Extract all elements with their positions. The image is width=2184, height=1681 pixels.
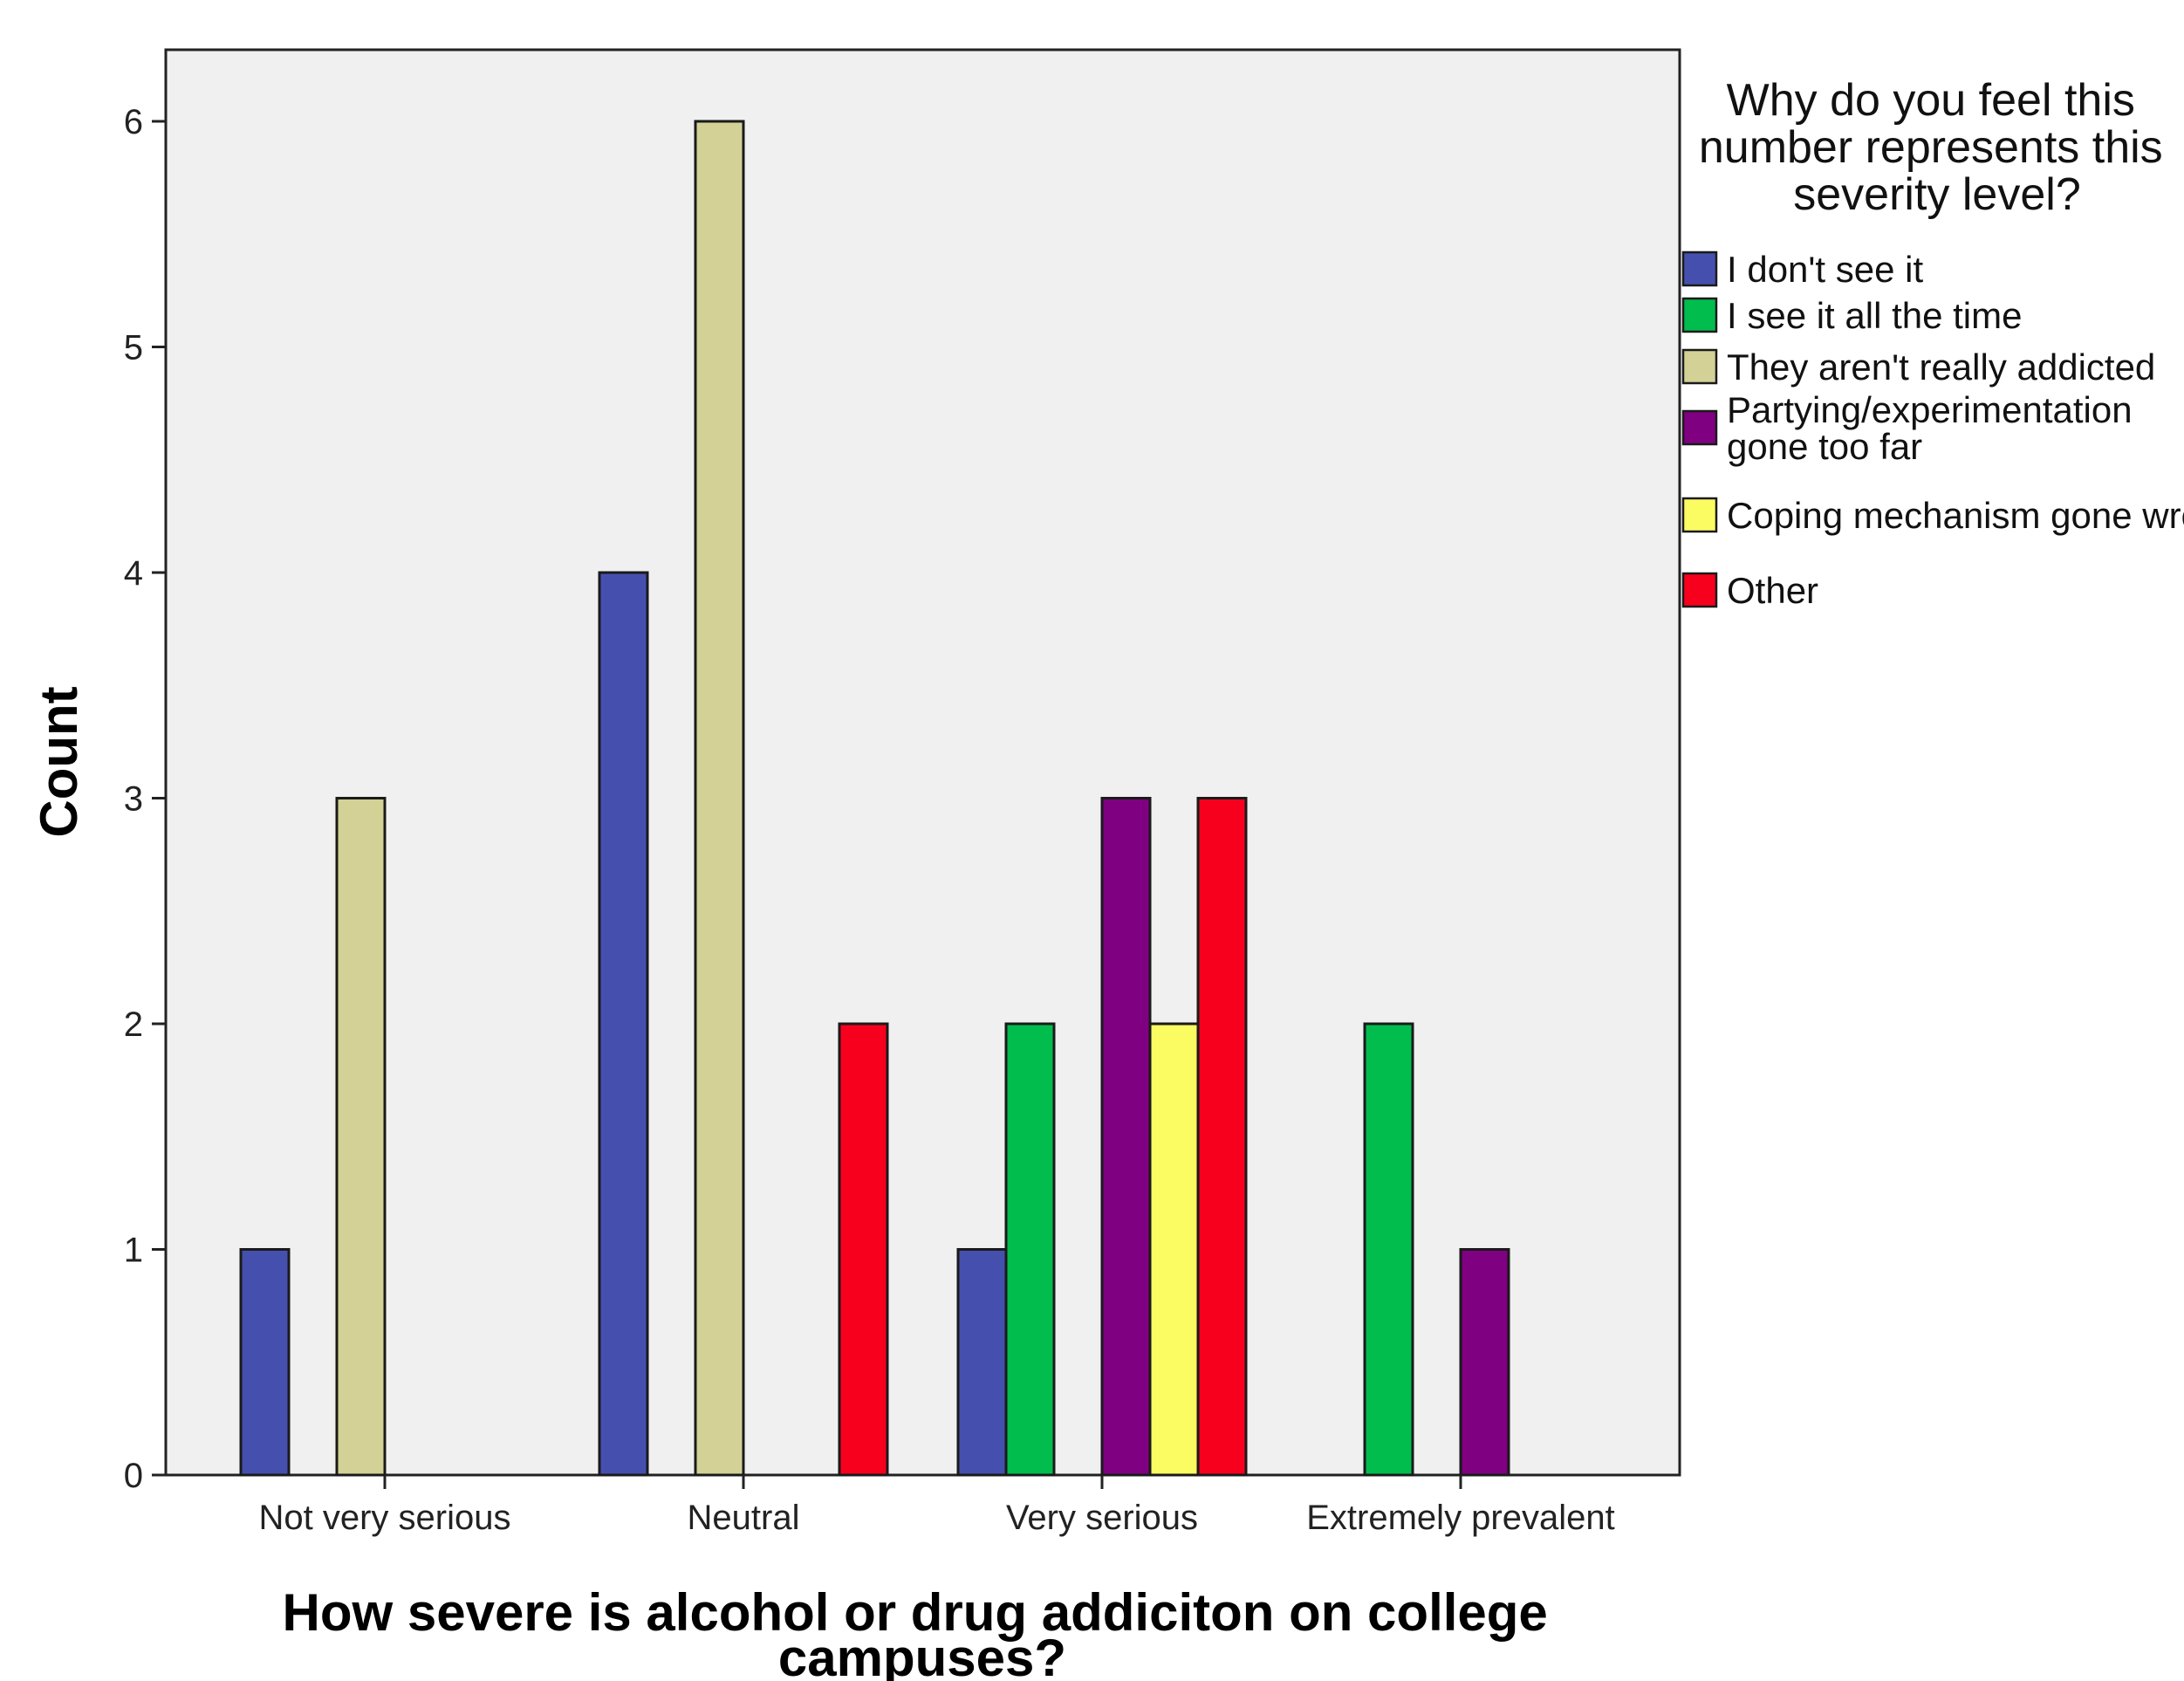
y-tick-label-0: 0	[124, 1457, 143, 1495]
legend-label-other: Other	[1727, 570, 1818, 611]
x-tick-label-neutral: Neutral	[688, 1499, 800, 1537]
legend-swatch-they-aren-t-really-addicted	[1681, 348, 1718, 385]
legend-label-coping-mechanism-gone-wrong: Coping mechanism gone wrong	[1727, 495, 2184, 536]
legend-title: Why do you feel this number represents t…	[1699, 75, 2175, 220]
bar-i-don-t-see-it-very-serious	[956, 1248, 1008, 1477]
legend: Why do you feel this number represents t…	[1681, 75, 2184, 611]
x-axis-title-line-2: campuses?	[778, 1629, 1066, 1681]
legend-label-line: I don't see it	[1727, 249, 1923, 290]
bar-i-see-it-all-the-time-extremely-prevalent	[1363, 1022, 1414, 1477]
plot-area	[164, 48, 1681, 1477]
legend-label-line: Coping mechanism gone wrong	[1727, 495, 2184, 536]
legend-label-line: gone too far	[1727, 426, 1922, 467]
y-tick-label-5: 5	[124, 329, 143, 367]
bar-i-don-t-see-it-not-very-serious	[239, 1248, 291, 1477]
y-tick-label-6: 6	[124, 103, 143, 141]
y-tick-label-3: 3	[124, 780, 143, 819]
bar-partying-experimentation-gone-too-far-extremely-prevalent	[1459, 1248, 1510, 1477]
legend-label-line: They aren't really addicted	[1727, 346, 2155, 388]
legend-swatch-coping-mechanism-gone-wrong	[1681, 497, 1718, 533]
legend-swatch-i-don-t-see-it	[1681, 250, 1718, 287]
y-tick-label-1: 1	[124, 1232, 143, 1270]
x-axis-title-line-1: How severe is alcohol or drug addiciton …	[283, 1583, 1548, 1642]
bar-they-aren-t-really-addicted-neutral	[694, 120, 745, 1477]
legend-title-line-1: Why do you feel this	[1727, 75, 2135, 126]
legend-label-they-aren-t-really-addicted: They aren't really addicted	[1727, 346, 2155, 388]
legend-swatch-partying-experimentation-gone-too-far	[1681, 409, 1718, 446]
legend-swatch-i-see-it-all-the-time	[1681, 297, 1718, 333]
legend-label-i-don-t-see-it: I don't see it	[1727, 249, 1923, 290]
x-axis: Not very serious Neutral Very serious Extre…	[259, 1475, 1615, 1537]
bar-partying-experimentation-gone-too-far-very-serious	[1100, 797, 1152, 1477]
x-tick-label-not-very-serious: Not very serious	[259, 1499, 511, 1537]
legend-swatch-other	[1681, 572, 1718, 608]
bar-i-see-it-all-the-time-very-serious	[1004, 1022, 1056, 1477]
bars-group	[239, 120, 1510, 1477]
bar-other-neutral	[838, 1022, 889, 1477]
legend-title-line-2: number represents this	[1699, 122, 2163, 173]
bar-coping-mechanism-gone-wrong-very-serious	[1148, 1022, 1200, 1477]
bar-other-very-serious	[1196, 797, 1248, 1477]
y-tick-label-2: 2	[124, 1005, 143, 1044]
legend-label-line: I see it all the time	[1727, 295, 2022, 336]
y-axis: 0 1 2 3 4 5 6	[124, 103, 166, 1495]
legend-label-line: Partying/experimentation	[1727, 389, 2133, 430]
legend-items: I don't see it I see it all the time They …	[1681, 249, 2184, 611]
legend-label-partying-experimentation-gone-too-far: Partying/experimentation gone too far	[1727, 389, 2133, 467]
bar-i-don-t-see-it-neutral	[598, 571, 649, 1477]
legend-title-line-3: severity level?	[1793, 169, 2080, 220]
legend-label-line: Other	[1727, 570, 1818, 611]
y-axis-title: Count	[30, 686, 88, 837]
y-tick-label-4: 4	[124, 554, 143, 593]
x-axis-title: How severe is alcohol or drug addiciton …	[283, 1583, 1563, 1681]
x-tick-label-extremely-prevalent: Extremely prevalent	[1306, 1499, 1614, 1537]
x-tick-label-very-serious: Very serious	[1006, 1499, 1198, 1537]
legend-label-i-see-it-all-the-time: I see it all the time	[1727, 295, 2022, 336]
bar-they-aren-t-really-addicted-not-very-serious	[335, 797, 387, 1477]
